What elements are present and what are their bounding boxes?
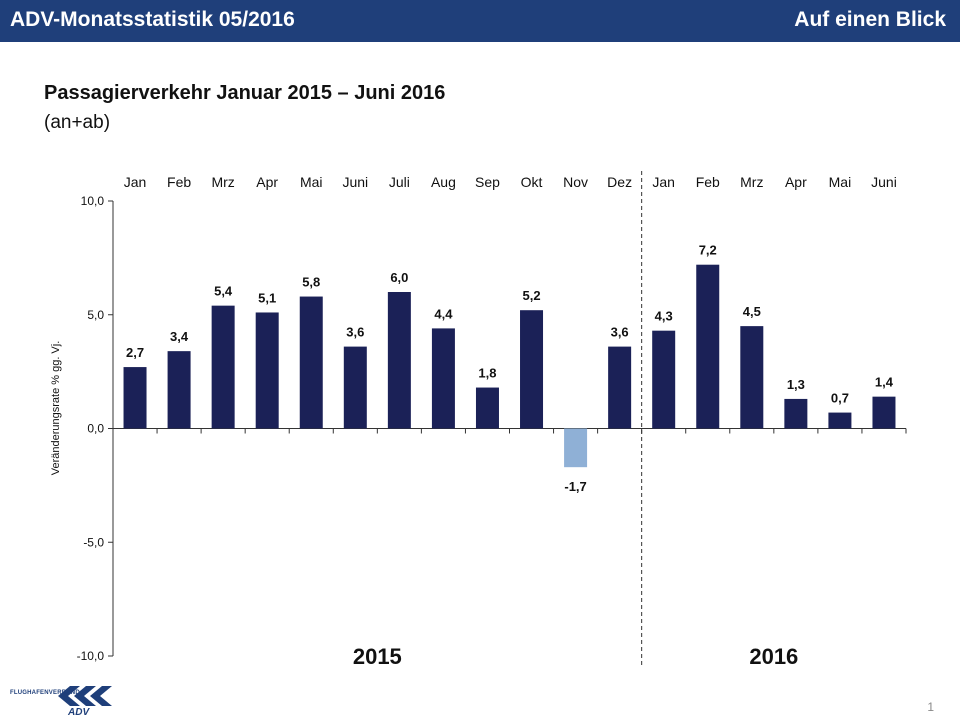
bar: [652, 330, 676, 429]
category-label: Sep: [475, 174, 500, 190]
bar: [167, 351, 191, 429]
category-label: Dez: [607, 174, 632, 190]
y-tick-label: 10,0: [81, 194, 105, 208]
value-label: 2,7: [126, 345, 144, 360]
bar: [387, 292, 411, 429]
bar: [828, 412, 852, 429]
value-label: 4,4: [434, 306, 453, 321]
y-tick-label: -10,0: [77, 649, 105, 663]
category-label: Feb: [696, 174, 720, 190]
value-label: 1,3: [787, 377, 805, 392]
bar: [740, 326, 764, 429]
value-label: 5,8: [302, 275, 320, 290]
logo-text: FLUGHAFENVERBAND: [10, 690, 80, 696]
value-label: 1,4: [875, 375, 894, 390]
value-label: 1,8: [478, 366, 496, 381]
year-label-2016: 2016: [749, 644, 798, 669]
value-label: 5,2: [522, 288, 540, 303]
y-axis-label: Veränderungsrate % gg. Vj.: [50, 340, 62, 476]
bar: [872, 396, 896, 429]
chart-subtitle: (an+ab): [44, 112, 111, 133]
value-label: 3,6: [346, 325, 364, 340]
value-label: 4,5: [743, 304, 761, 319]
y-tick-label: 5,0: [87, 308, 104, 322]
category-label: Okt: [521, 174, 543, 190]
value-label: 5,4: [214, 284, 233, 299]
category-label: Juni: [342, 174, 368, 190]
value-label: 3,4: [170, 329, 189, 344]
value-label: 0,7: [831, 391, 849, 406]
category-label: Feb: [167, 174, 191, 190]
value-label: 3,6: [611, 325, 629, 340]
category-label: Juni: [871, 174, 897, 190]
year-label-2015: 2015: [353, 644, 402, 669]
category-label: Mai: [300, 174, 323, 190]
category-label: Apr: [256, 174, 278, 190]
bar: [211, 305, 235, 429]
bar: [299, 296, 323, 429]
bar: [564, 428, 588, 468]
header-bar: ADV-Monatsstatistik 05/2016 Auf einen Bl…: [0, 0, 960, 42]
bar: [255, 312, 279, 429]
category-label: Apr: [785, 174, 807, 190]
bar: [431, 328, 455, 429]
value-label: -1,7: [564, 479, 586, 494]
bar: [608, 346, 632, 429]
category-label: Aug: [431, 174, 456, 190]
value-label: 6,0: [390, 270, 408, 285]
header-section-label: Auf einen Blick: [794, 8, 946, 31]
bar: [784, 398, 808, 429]
category-label: Mai: [829, 174, 852, 190]
header-title: ADV-Monatsstatistik 05/2016: [10, 8, 295, 31]
adv-logo-icon: ADV: [58, 686, 112, 716]
category-label: Jan: [652, 174, 675, 190]
bar: [343, 346, 367, 429]
category-label: Nov: [563, 174, 588, 190]
bar: [475, 387, 499, 429]
category-label: Mrz: [211, 174, 234, 190]
value-label: 5,1: [258, 290, 276, 305]
bar: [520, 310, 544, 429]
page-number: 1: [927, 700, 934, 714]
value-label: 7,2: [699, 243, 717, 258]
chart-title: Passagierverkehr Januar 2015 – Juni 2016: [44, 82, 446, 104]
y-tick-label: -5,0: [83, 535, 104, 549]
category-label: Mrz: [740, 174, 763, 190]
svg-text:ADV: ADV: [67, 707, 90, 716]
y-tick-label: 0,0: [87, 422, 104, 436]
bar: [123, 367, 147, 429]
category-label: Juli: [389, 174, 410, 190]
bar: [696, 264, 720, 429]
category-label: Jan: [124, 174, 147, 190]
value-label: 4,3: [655, 309, 673, 324]
